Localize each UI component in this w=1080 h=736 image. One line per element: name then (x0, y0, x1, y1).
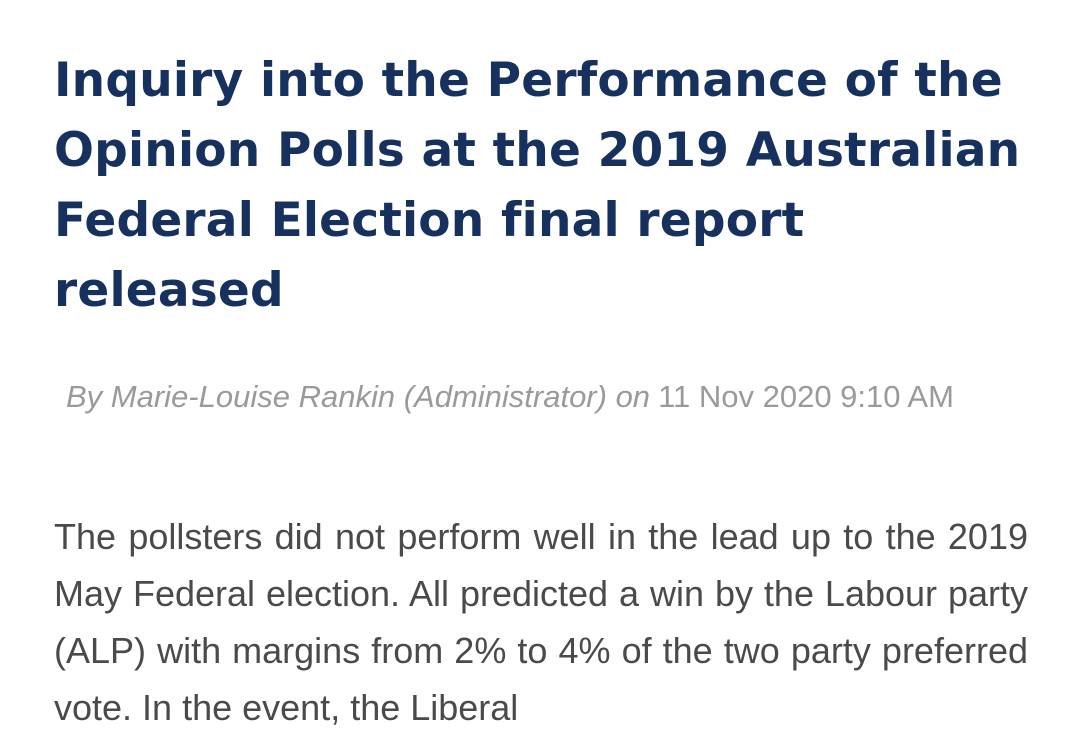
article-title: Inquiry into the Performance of the Opin… (54, 53, 1021, 318)
article-body: The pollsters did not perform well in th… (54, 516, 1028, 728)
byline-author: By Marie-Louise Rankin (Administrator) o… (66, 379, 651, 414)
byline-date: 11 Nov 2020 9:10 AM (658, 379, 954, 414)
article-byline: By Marie-Louise Rankin (Administrator) o… (66, 373, 1006, 420)
